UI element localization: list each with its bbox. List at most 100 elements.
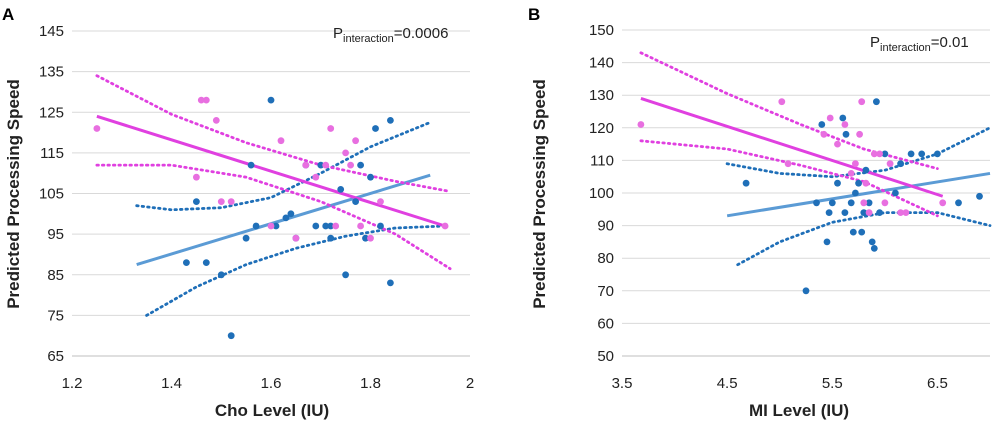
magenta-point-b [637, 121, 645, 128]
magenta-point-a [327, 125, 335, 132]
magenta-point-a [377, 198, 384, 206]
blue-point-b [802, 287, 810, 295]
blue-ci-upper-band-b [725, 126, 992, 179]
blue-point-b [860, 209, 868, 217]
blue-point-b [842, 130, 850, 138]
magenta-point-b [939, 199, 947, 207]
magenta-point-b [784, 160, 792, 168]
points-b [637, 98, 983, 295]
magenta-point-b [852, 160, 859, 168]
blue-point-b [849, 228, 857, 236]
magenta-point-b [841, 121, 849, 128]
y-tick-label-b: 50 [597, 348, 614, 365]
annotation-b-value: =0.01 [931, 34, 969, 51]
y-tick-label-b: 150 [589, 22, 614, 39]
magenta-ci-lower-band-b [639, 139, 939, 218]
magenta-point-a [352, 137, 359, 145]
y-tick-label-b: 70 [597, 283, 614, 300]
blue-point-b [742, 179, 750, 187]
blue-point-a [267, 96, 275, 104]
blue-point-b [818, 121, 826, 128]
blue-point-a [367, 173, 374, 181]
annotation-a-value: =0.0006 [394, 25, 449, 42]
y-axis-title-b: Predicted Processing Speed [530, 79, 549, 309]
blue-point-a [202, 259, 210, 266]
y-tick-label-b: 110 [590, 152, 614, 169]
blue-point-b [823, 238, 831, 246]
panel-label-b: B [528, 5, 540, 24]
curves-b [639, 51, 992, 267]
x-tick-label-a: 1.2 [62, 375, 83, 392]
blue-point-b [828, 199, 836, 207]
magenta-ci-upper-band-a [95, 74, 452, 193]
y-tick-label-a: 95 [47, 226, 64, 243]
x-tick-label-b: 3.5 [612, 375, 633, 392]
magenta-point-b [834, 140, 841, 148]
x-tick-label-b: 5.5 [822, 375, 843, 392]
magenta-point-a [347, 161, 354, 169]
y-tick-label-a: 135 [39, 64, 64, 81]
blue-point-a [287, 210, 295, 218]
panel-b: B 50 60 70 80 90 100 110 120 130 140 150 3.5 4.5 5.5… [528, 5, 992, 420]
blue-point-a [322, 222, 330, 230]
y-axis-title-a: Predicted Processing Speed [4, 79, 23, 309]
blue-point-a [377, 222, 384, 230]
y-ticks-a: 65 75 85 95 105 115 125 135 145 [39, 23, 64, 365]
magenta-point-a [212, 117, 220, 124]
blue-point-b [870, 245, 878, 252]
magenta-point-b [902, 209, 910, 217]
panel-label-a: A [2, 5, 14, 24]
y-tick-label-a: 145 [39, 23, 64, 40]
magenta-point-b [870, 150, 878, 158]
blue-point-b [813, 199, 820, 207]
magenta-fit-line-b [640, 97, 944, 198]
magenta-point-a [312, 173, 320, 181]
magenta-point-a [302, 161, 310, 169]
magenta-ci-upper-band-b [639, 51, 939, 170]
x-tick-label-a: 1.4 [161, 375, 182, 392]
blue-point-a [193, 198, 200, 206]
y-tick-label-b: 80 [597, 250, 614, 267]
magenta-point-a [292, 234, 300, 242]
y-tick-label-a: 65 [47, 348, 64, 365]
magenta-point-a [332, 222, 340, 230]
annotation-b: Pinteraction=0.01 [870, 34, 969, 54]
blue-point-b [839, 114, 847, 122]
magenta-point-a [202, 96, 210, 104]
magenta-point-b [858, 98, 866, 106]
blue-point-a [352, 198, 359, 206]
y-tick-label-b: 100 [589, 185, 614, 202]
blue-point-b [918, 150, 926, 158]
y-tick-label-a: 115 [40, 145, 64, 162]
x-tick-label-a: 1.6 [261, 375, 282, 392]
blue-point-a [272, 222, 280, 230]
blue-point-b [841, 209, 849, 217]
blue-point-b [876, 209, 883, 217]
magenta-point-a [93, 125, 101, 132]
magenta-point-b [826, 114, 834, 122]
annotation-a-prefix: P [333, 25, 343, 42]
annotation-a-subscript: interaction [343, 33, 394, 45]
magenta-point-a [357, 222, 364, 230]
y-tick-label-a: 85 [47, 267, 64, 284]
magenta-point-a [322, 161, 330, 169]
curves-a [95, 74, 452, 317]
blue-point-b [868, 238, 876, 246]
blue-point-a [183, 259, 190, 266]
blue-point-a [337, 186, 345, 193]
annotation-a: Pinteraction=0.0006 [333, 25, 448, 45]
magenta-point-a [227, 198, 235, 206]
magenta-point-b [865, 209, 873, 217]
blue-point-b [955, 199, 962, 207]
blue-point-b [892, 189, 899, 197]
gridlines-a [72, 30, 470, 316]
magenta-point-a [277, 137, 285, 145]
magenta-fit-line-a [96, 114, 446, 228]
magenta-point-a [267, 222, 275, 230]
y-tick-label-b: 130 [589, 87, 614, 104]
blue-ci-upper-band-a [135, 121, 432, 212]
x-tick-label-b: 6.5 [927, 375, 948, 392]
blue-point-a [282, 214, 290, 222]
blue-point-a [327, 222, 335, 230]
